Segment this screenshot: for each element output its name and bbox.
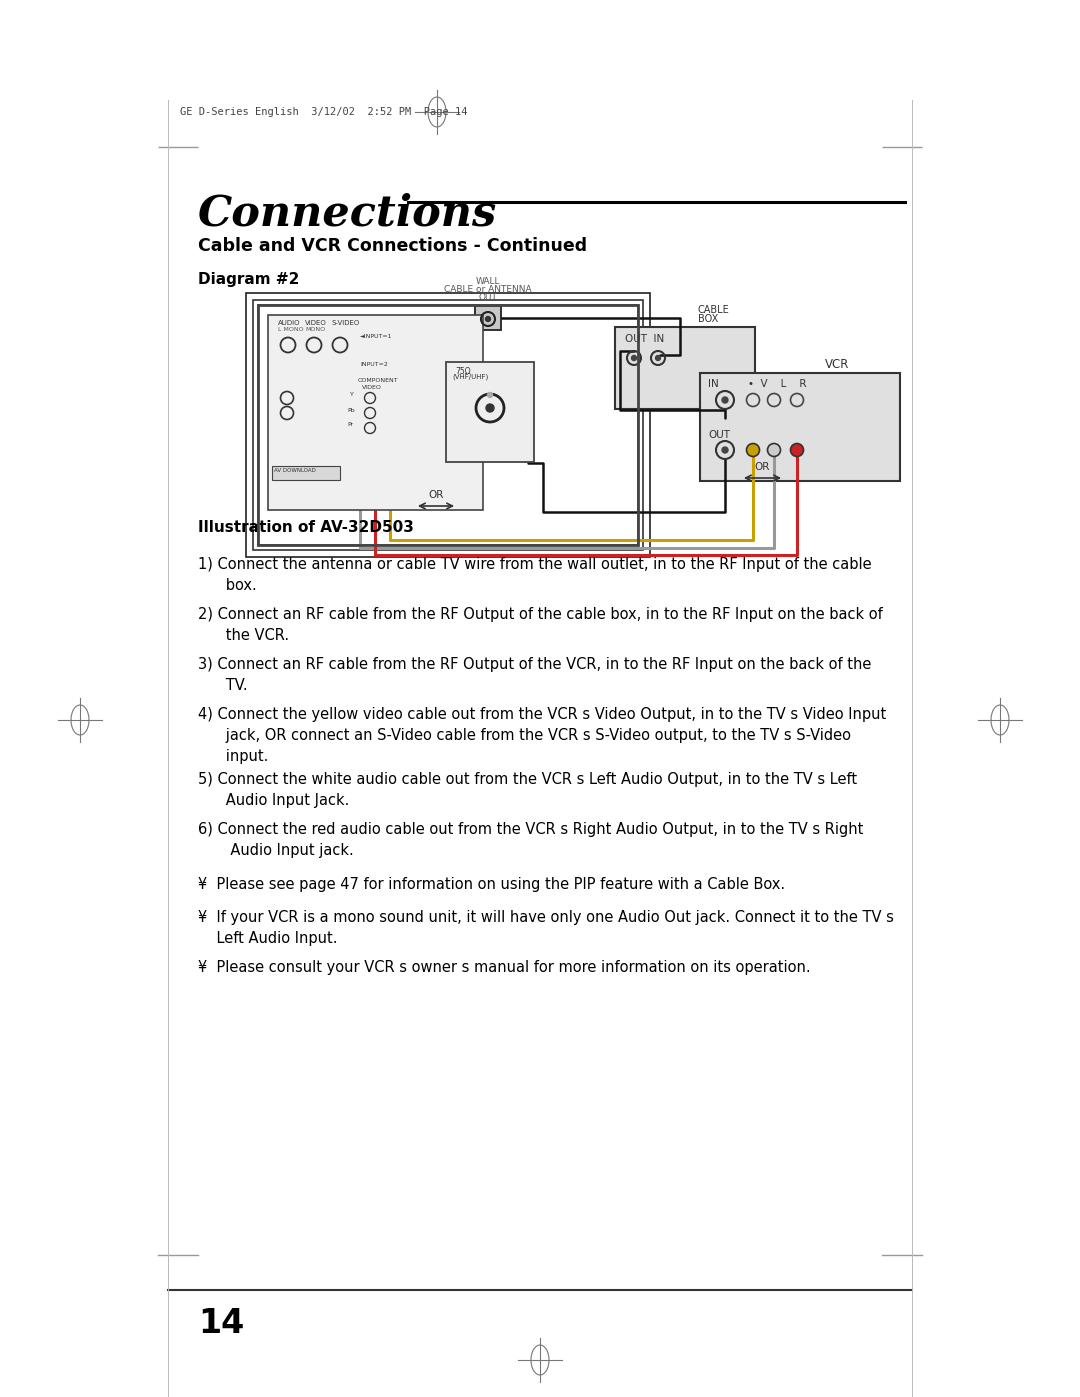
Text: ◄INPUT=1: ◄INPUT=1 [360, 334, 392, 339]
Text: IN: IN [708, 379, 719, 388]
Bar [475, 306, 501, 330]
Text: COMPONENT: COMPONENT [357, 379, 399, 383]
Text: (VHF/UHF): (VHF/UHF) [453, 374, 488, 380]
Bar [446, 362, 534, 462]
Text: CABLE: CABLE [698, 305, 730, 314]
Text: 1) Connect the antenna or cable TV wire from the wall outlet, in to the RF Input: 1) Connect the antenna or cable TV wire … [198, 557, 872, 592]
Bar [258, 305, 638, 545]
Text: 75Ω: 75Ω [455, 367, 471, 376]
Text: ¥  If your VCR is a mono sound unit, it will have only one Audio Out jack. Conne: ¥ If your VCR is a mono sound unit, it w… [198, 909, 894, 946]
Text: VCR: VCR [825, 358, 849, 372]
Text: VIDEO: VIDEO [362, 386, 382, 390]
Text: OUT: OUT [708, 430, 730, 440]
Circle shape [746, 443, 759, 457]
Text: 2) Connect an RF cable from the RF Output of the cable box, in to the RF Input o: 2) Connect an RF cable from the RF Outpu… [198, 608, 882, 643]
Text: MONO: MONO [305, 327, 325, 332]
Text: S-VIDEO: S-VIDEO [332, 320, 361, 326]
Text: AV DOWNLOAD: AV DOWNLOAD [274, 468, 315, 474]
Text: Pb: Pb [347, 408, 354, 412]
Text: CABLE or ANTENNA: CABLE or ANTENNA [444, 285, 531, 293]
Text: VIDEO: VIDEO [305, 320, 327, 326]
Text: BOX: BOX [698, 314, 718, 324]
Text: 6) Connect the red audio cable out from the VCR s Right Audio Output, in to the : 6) Connect the red audio cable out from … [198, 821, 863, 858]
Bar [253, 300, 643, 550]
Text: Illustration of AV-32D503: Illustration of AV-32D503 [198, 520, 414, 535]
Text: ¥  Please see page 47 for information on using the PIP feature with a Cable Box.: ¥ Please see page 47 for information on … [198, 877, 785, 893]
Text: Diagram #2: Diagram #2 [198, 272, 299, 286]
Circle shape [486, 404, 494, 412]
Bar [272, 467, 340, 481]
Text: •  V    L    R: • V L R [748, 379, 807, 388]
Text: Pr: Pr [347, 422, 353, 427]
Circle shape [768, 443, 781, 457]
Bar [258, 305, 638, 545]
Text: Cable and VCR Connections - Continued: Cable and VCR Connections - Continued [198, 237, 588, 256]
Circle shape [486, 317, 490, 321]
Circle shape [487, 393, 492, 398]
Text: OUT: OUT [478, 293, 498, 302]
Text: ¥  Please consult your VCR s owner s manual for more information on its operatio: ¥ Please consult your VCR s owner s manu… [198, 960, 811, 975]
Text: Connections: Connections [198, 193, 497, 235]
Text: Y: Y [350, 393, 354, 398]
Circle shape [723, 397, 728, 402]
Text: WALL: WALL [476, 277, 500, 286]
Text: GE D-Series English  3/12/02  2:52 PM  Page 14: GE D-Series English 3/12/02 2:52 PM Page… [180, 108, 468, 117]
Circle shape [632, 355, 636, 360]
Bar [615, 327, 755, 409]
Circle shape [723, 447, 728, 453]
Bar [246, 293, 650, 557]
Text: OR: OR [429, 490, 444, 500]
Circle shape [656, 355, 661, 360]
Text: INPUT=2: INPUT=2 [360, 362, 388, 367]
Text: 3) Connect an RF cable from the RF Output of the VCR, in to the RF Input on the : 3) Connect an RF cable from the RF Outpu… [198, 657, 872, 693]
Bar [700, 373, 900, 481]
Text: L MONO: L MONO [278, 327, 303, 332]
Text: AUDIO: AUDIO [278, 320, 300, 326]
Text: OUT  IN: OUT IN [625, 334, 664, 344]
Bar [268, 314, 483, 510]
Text: OR: OR [754, 462, 770, 472]
Text: 14: 14 [198, 1308, 244, 1340]
Text: 4) Connect the yellow video cable out from the VCR s Video Output, in to the TV : 4) Connect the yellow video cable out fr… [198, 707, 887, 764]
Circle shape [791, 443, 804, 457]
Text: 5) Connect the white audio cable out from the VCR s Left Audio Output, in to the: 5) Connect the white audio cable out fro… [198, 773, 858, 807]
